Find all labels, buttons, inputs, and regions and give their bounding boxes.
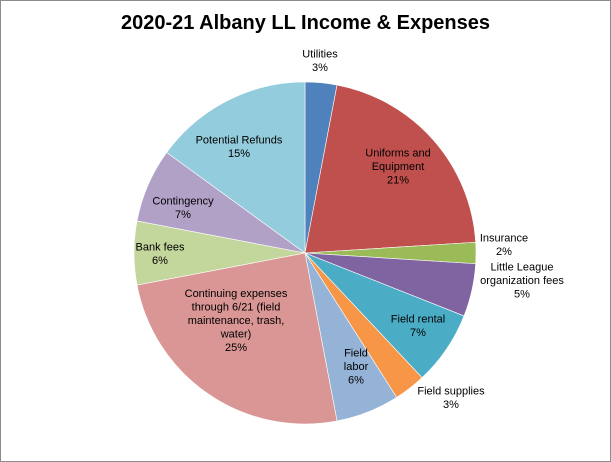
slice-label-9: Contingency 7% — [152, 195, 214, 221]
slice-label-8: Bank fees 6% — [136, 241, 185, 266]
slice-label-3: Little League organization fees 5% — [480, 262, 564, 301]
slice-label-10: Potential Refunds 15% — [196, 134, 283, 160]
pie-slice-10 — [166, 81, 306, 254]
slice-label-0: Utilities 3% — [302, 48, 338, 74]
pie-slice-7 — [136, 252, 338, 425]
slice-label-5: Field supplies 3% — [417, 385, 485, 411]
slice-label-1: Uniforms and Equipment 21% — [365, 148, 430, 187]
slice-label-4: Field rental 7% — [391, 313, 445, 339]
slice-label-6: Field labor 6% — [344, 348, 369, 387]
pie-slice-1 — [304, 84, 476, 254]
chart-title: 2020-21 Albany LL Income & Expenses — [120, 12, 491, 34]
slice-label-7: Continuing expenses through 6/21 (field ma… — [185, 288, 288, 354]
slice-label-2: Insurance 2% — [480, 232, 528, 257]
